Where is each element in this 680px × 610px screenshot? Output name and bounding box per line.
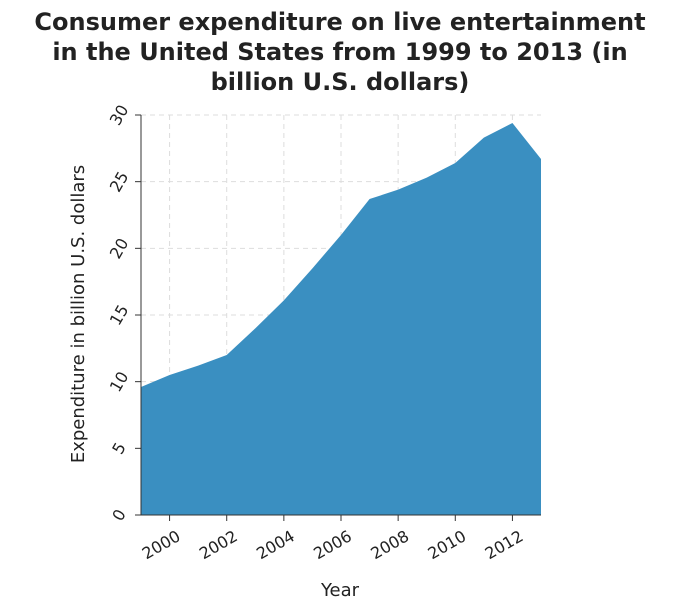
x-tick-label: 2006 xyxy=(310,526,355,563)
x-tick-label: 2012 xyxy=(482,526,527,563)
y-axis-ticks: 0 5 10 15 20 25 30 xyxy=(106,101,141,524)
x-tick-label: 2002 xyxy=(196,526,241,563)
y-tick-label: 0 xyxy=(108,506,130,524)
area-series xyxy=(141,123,541,515)
y-tick-label: 15 xyxy=(106,301,133,328)
x-axis-label: Year xyxy=(320,580,360,601)
chart-title-line-2: in the United States from 1999 to 2013 (… xyxy=(52,38,627,66)
x-axis-ticks: 2000 2002 2004 2006 2008 2010 2012 xyxy=(139,515,527,563)
chart-title-line-1: Consumer expenditure on live entertainme… xyxy=(34,8,645,36)
y-tick-label: 5 xyxy=(108,439,130,457)
plot-area xyxy=(141,123,541,515)
x-tick-label: 2004 xyxy=(253,526,298,563)
chart-title: Consumer expenditure on live entertainme… xyxy=(34,8,645,96)
y-tick-label: 30 xyxy=(106,101,133,128)
y-tick-label: 25 xyxy=(106,168,133,195)
x-tick-label: 2010 xyxy=(425,526,470,563)
y-axis-label: Expenditure in billion U.S. dollars xyxy=(68,165,89,463)
x-tick-label: 2008 xyxy=(367,526,412,563)
y-tick-label: 20 xyxy=(106,235,133,262)
x-tick-label: 2000 xyxy=(139,526,184,563)
chart-title-line-3: billion U.S. dollars) xyxy=(211,68,470,96)
y-tick-label: 10 xyxy=(106,368,133,395)
